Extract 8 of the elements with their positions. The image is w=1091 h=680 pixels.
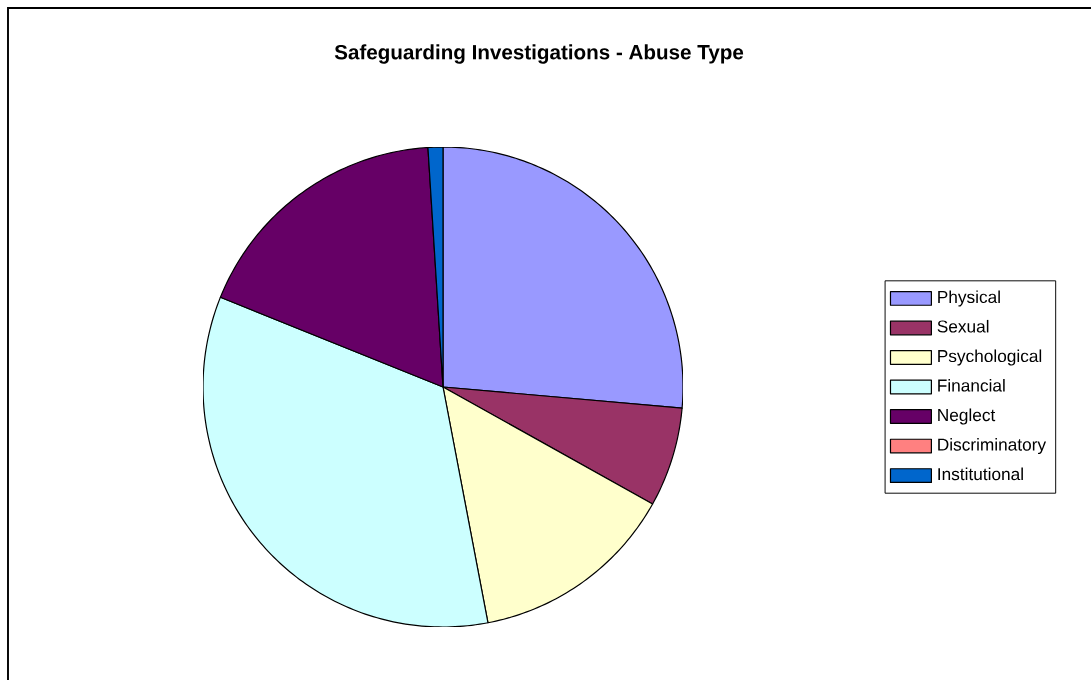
legend-label: Psychological — [938, 349, 1042, 366]
legend-label: Neglect — [938, 408, 996, 425]
chart-title: Safeguarding Investigations - Abuse Type — [334, 44, 744, 64]
legend-label: Institutional — [938, 467, 1023, 481]
legend-label: Physical — [938, 290, 1000, 307]
legend-label: Sexual — [937, 319, 989, 333]
legend-label: Discriminatory — [938, 437, 1047, 455]
legend-label: Financial — [938, 378, 1005, 392]
